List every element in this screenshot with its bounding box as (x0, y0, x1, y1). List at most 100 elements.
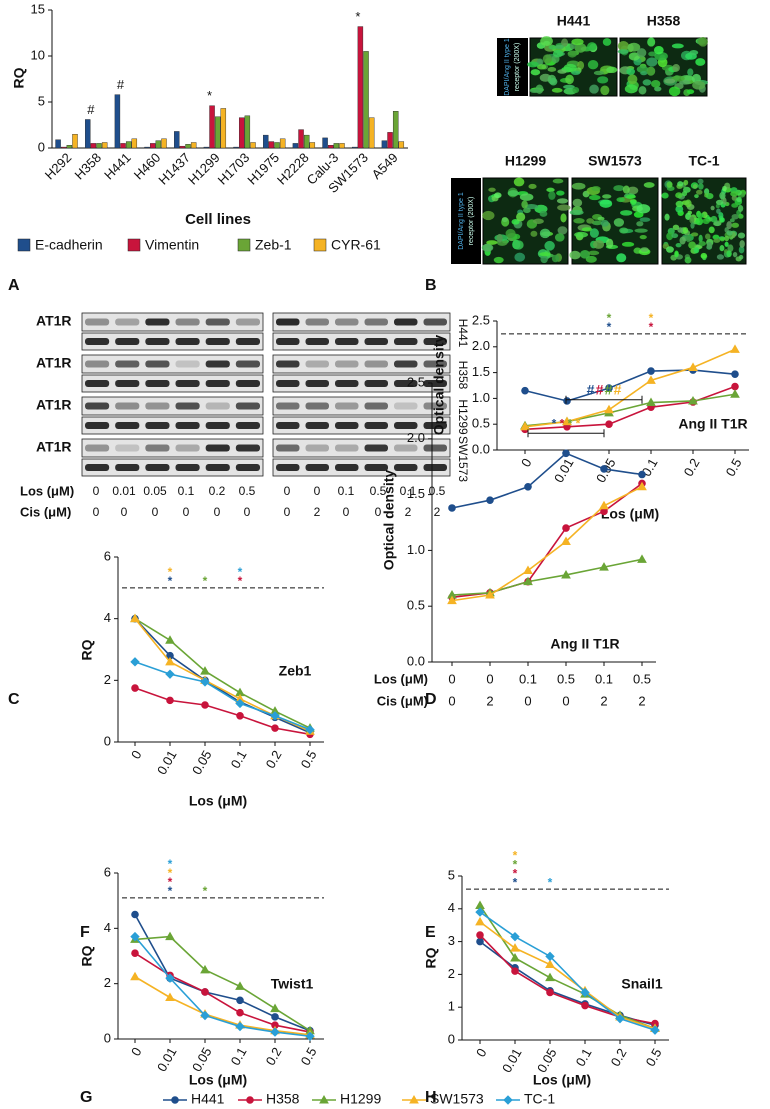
cell (634, 228, 648, 233)
side-label: receptor (200X) (514, 43, 521, 92)
blot-band (335, 444, 359, 452)
row-label: Cis (μM) (20, 504, 71, 519)
blot-strip (272, 458, 451, 477)
blot-strip (81, 332, 264, 351)
blot-band (305, 444, 329, 452)
bar (238, 117, 245, 149)
bar (131, 138, 138, 149)
x-tick-label: H1975 (244, 150, 282, 188)
cell (620, 210, 633, 216)
cell (661, 192, 669, 199)
x-axis-title: Cell lines (185, 211, 251, 228)
marker (637, 554, 647, 563)
band-label: AT1R (36, 355, 72, 371)
blot-strip (81, 458, 264, 477)
bar (90, 143, 97, 149)
x-tick-label: 0.5 (643, 1046, 665, 1069)
cell (551, 254, 560, 263)
row-value: 0 (343, 505, 350, 519)
cell (688, 241, 697, 249)
cell (528, 183, 537, 189)
cell (724, 241, 729, 247)
cell (563, 63, 577, 72)
row-value: 2 (638, 693, 645, 708)
row-value: 0 (244, 505, 251, 519)
bar (220, 108, 227, 149)
row-value: 0.1 (519, 671, 537, 686)
cell (530, 69, 541, 76)
blot-band (205, 318, 230, 326)
cell (617, 49, 629, 54)
blot-band (335, 380, 359, 387)
legend-label: Zeb-1 (255, 237, 292, 253)
cell (602, 38, 612, 46)
x-tick-label: H1437 (155, 150, 193, 188)
cell (722, 185, 727, 192)
panel-label: B (425, 277, 437, 294)
significance-star: * (168, 857, 173, 871)
cell (616, 253, 627, 263)
y-tick-label: 5 (448, 867, 455, 882)
row-value: 0 (448, 693, 455, 708)
y-tick-label: 2 (448, 966, 455, 981)
blot-band (115, 402, 140, 410)
cell (684, 199, 692, 208)
blot-band (423, 444, 447, 452)
blot-band (305, 360, 329, 368)
marker (409, 1094, 419, 1104)
blot-band (305, 380, 329, 387)
x-tick-label: H292 (42, 150, 75, 183)
cell (675, 243, 682, 248)
cell (572, 86, 580, 94)
blot-band (276, 444, 300, 452)
cell (630, 200, 637, 206)
cell (555, 44, 564, 50)
blot-band (145, 464, 170, 471)
cell (540, 36, 553, 47)
cell (643, 182, 655, 188)
row-label: Los (μM) (374, 671, 428, 686)
cell (698, 37, 708, 47)
y-tick-label: 0.5 (407, 598, 425, 613)
marker (581, 1001, 589, 1010)
cell (718, 212, 724, 219)
y-tick-label: 1 (448, 999, 455, 1014)
y-tick-label: 0 (38, 139, 45, 154)
blot-band (235, 444, 260, 452)
x-tick-label: 0 (518, 456, 535, 470)
chart-note: Ang II T1R (550, 636, 619, 652)
blot-band (235, 422, 260, 429)
blot-band (115, 338, 140, 345)
marker (600, 465, 608, 473)
x-tick-label: 0.1 (228, 1045, 250, 1068)
marker (615, 1013, 625, 1024)
cell (619, 227, 629, 234)
cell (628, 52, 640, 61)
blot-band (85, 402, 110, 410)
marker (305, 1031, 315, 1041)
marker (130, 971, 140, 981)
cell (672, 224, 680, 231)
y-tick-label: 6 (104, 864, 111, 879)
cell (690, 222, 695, 229)
cell (617, 41, 629, 51)
blot-band (115, 464, 140, 471)
cell (646, 57, 658, 67)
row-value: 0 (562, 693, 569, 708)
side-label: DAPI/Ang II type 1 (458, 192, 465, 250)
bar (387, 132, 393, 149)
row-value: 0.05 (143, 484, 167, 498)
blot-band (235, 464, 260, 471)
cell (561, 38, 569, 47)
marker (200, 666, 210, 675)
marker (201, 701, 209, 709)
cell (664, 78, 676, 84)
cell (599, 199, 613, 208)
panel-label: A (8, 277, 20, 294)
row-value: 0 (524, 693, 531, 708)
bar (357, 26, 364, 149)
band-label: AT1R (36, 439, 72, 455)
marker (731, 382, 739, 391)
cell (639, 235, 647, 240)
cell (613, 218, 625, 227)
